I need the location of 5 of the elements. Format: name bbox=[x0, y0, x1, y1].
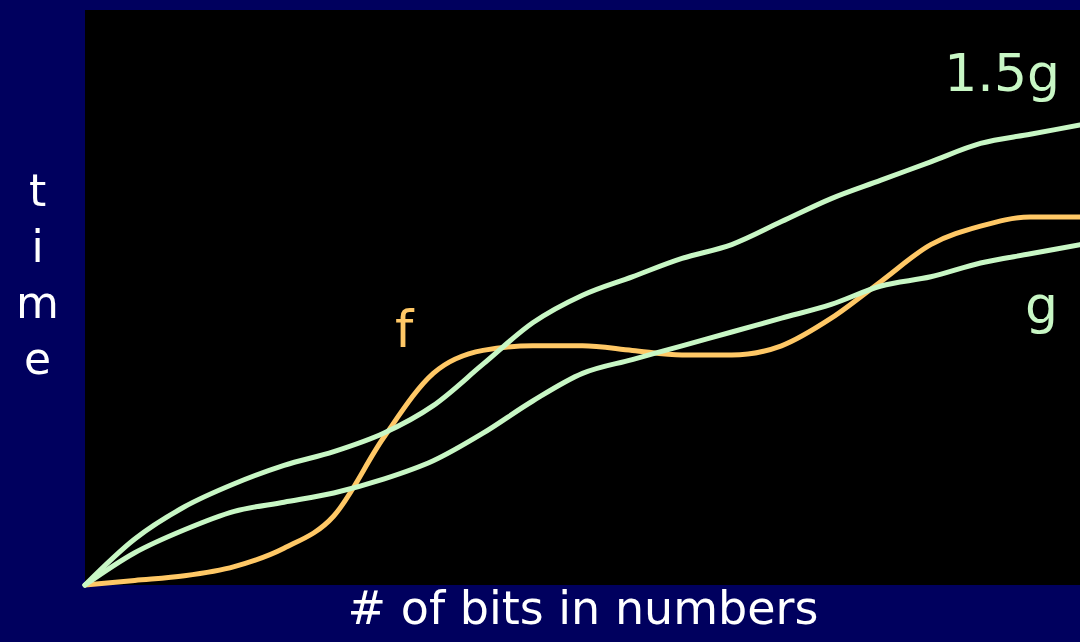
series-label: 1.5g bbox=[944, 43, 1060, 103]
x-axis-title: # of bits in numbers bbox=[347, 580, 819, 635]
series-label: f bbox=[394, 299, 415, 360]
series-label: g bbox=[1024, 274, 1058, 335]
y-axis-title: time bbox=[16, 164, 59, 384]
